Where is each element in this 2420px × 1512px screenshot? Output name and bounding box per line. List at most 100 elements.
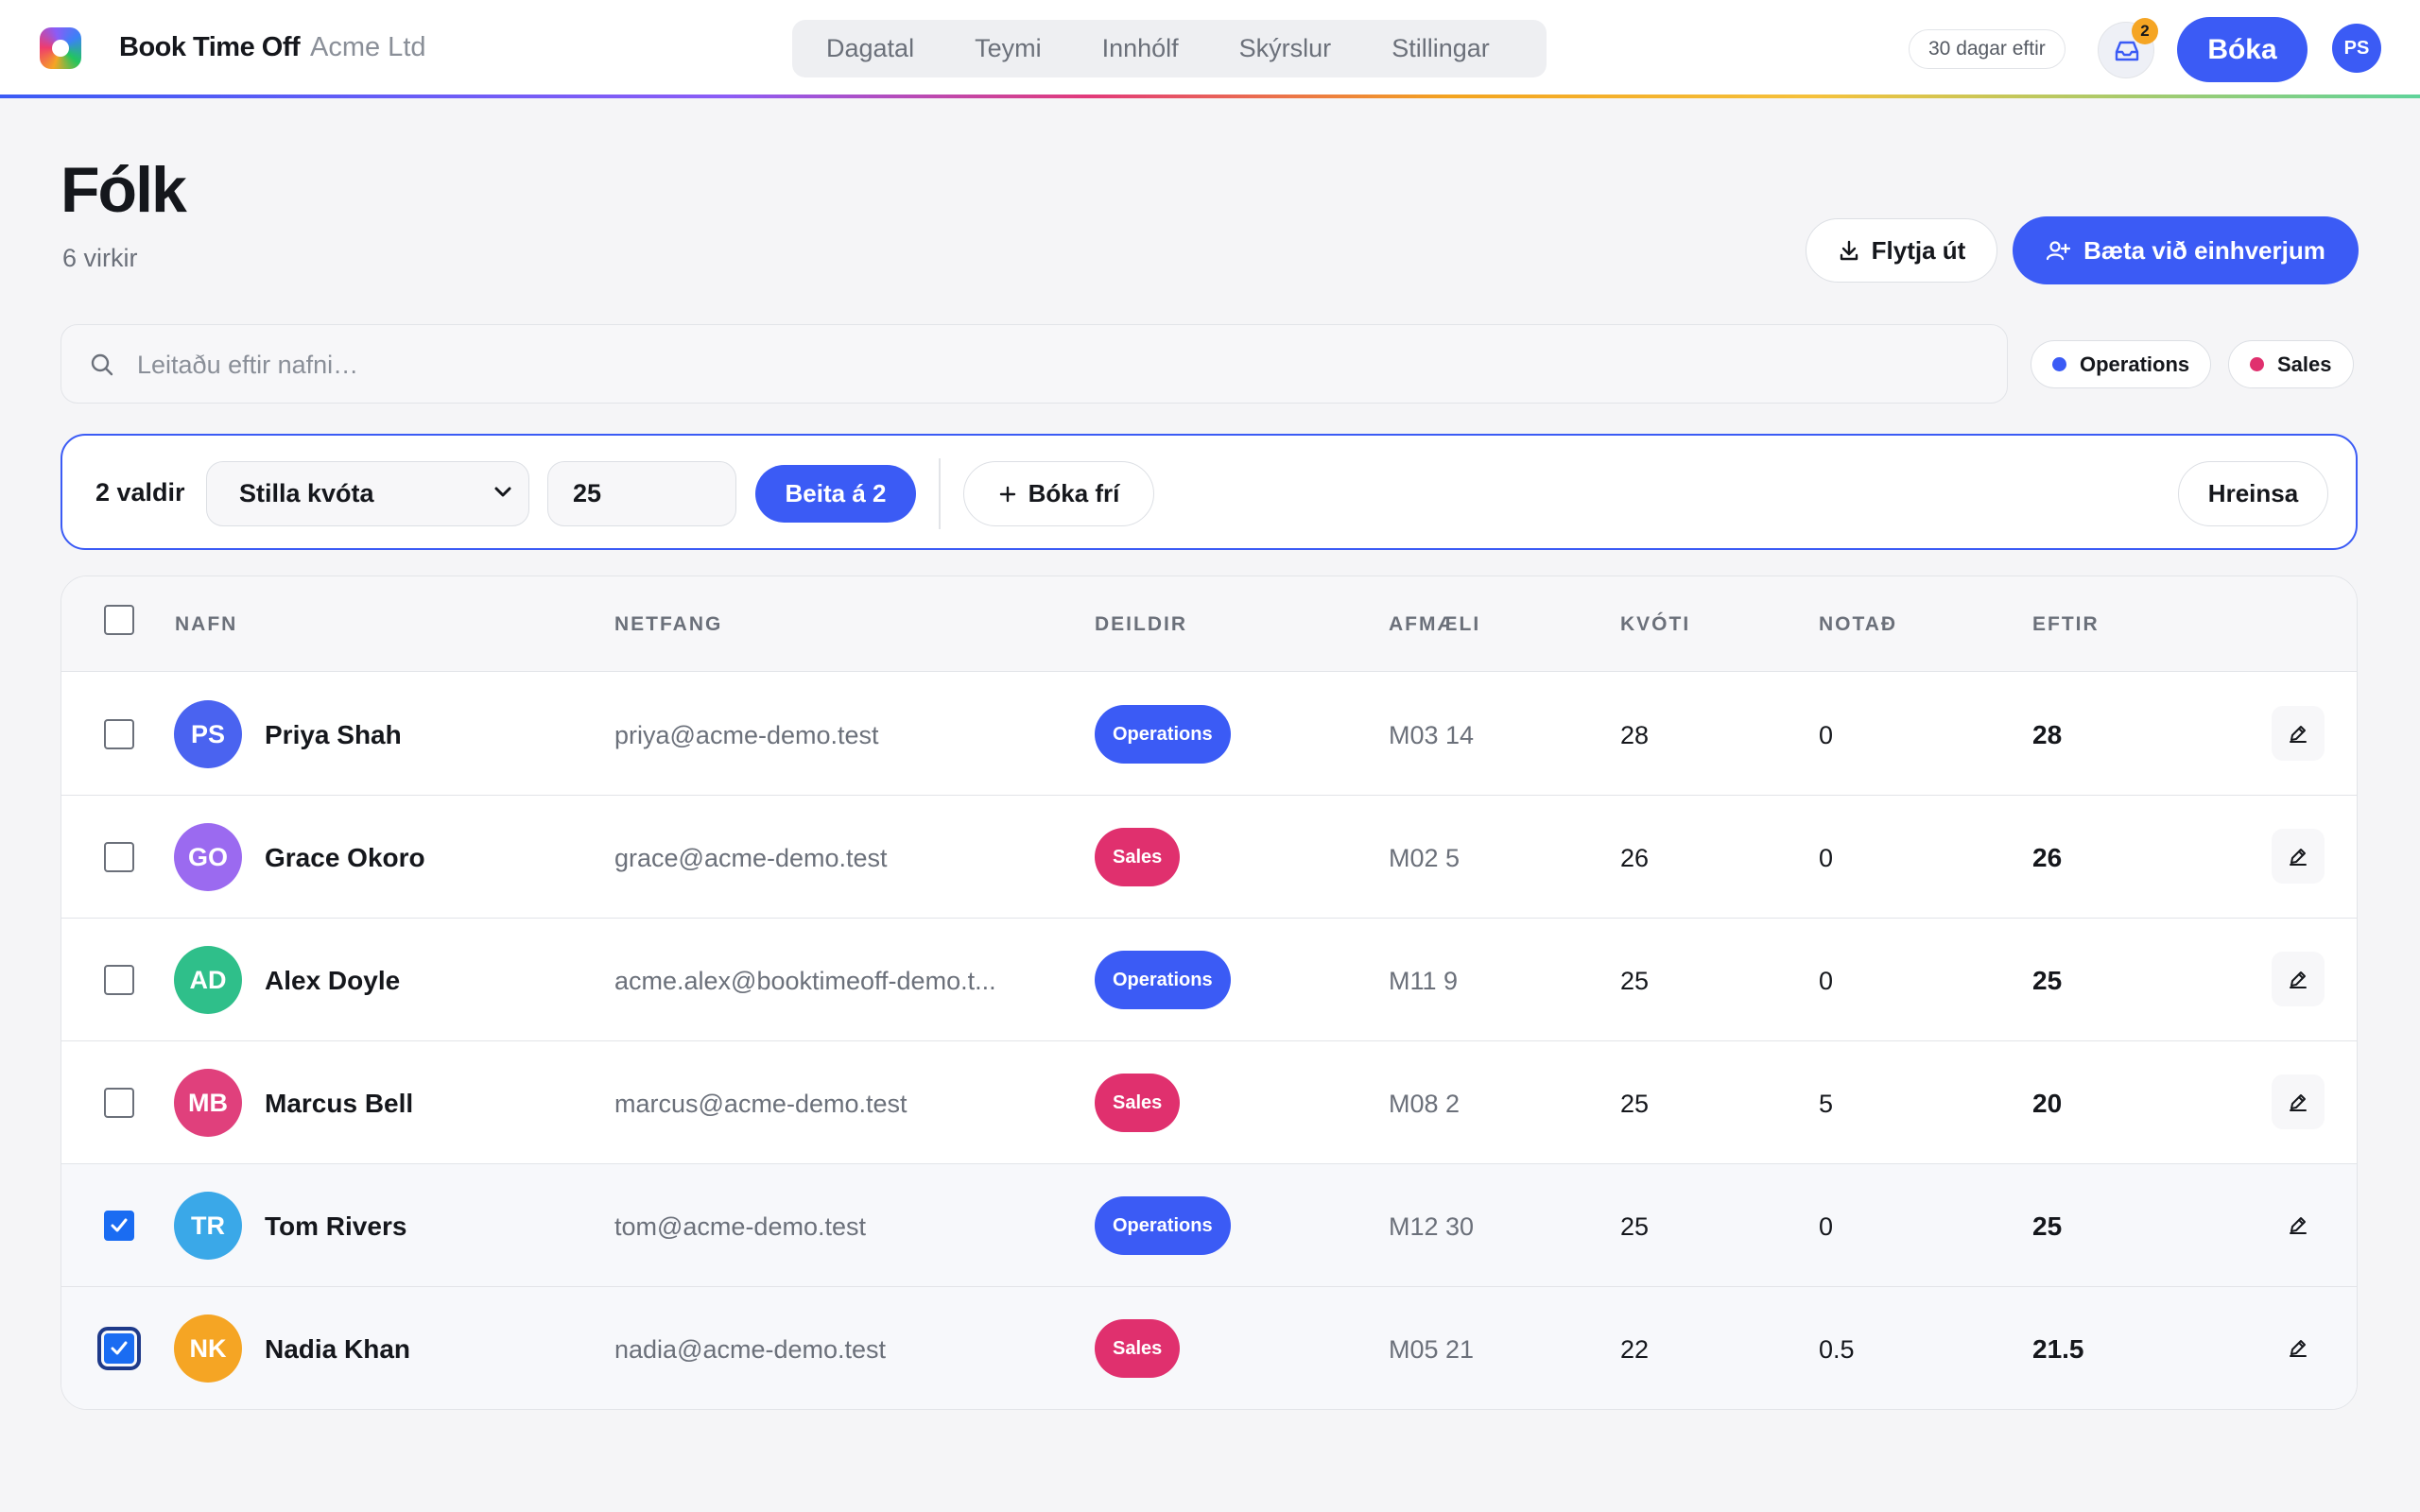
- column-header-email[interactable]: NETFANG: [614, 613, 723, 635]
- table-row[interactable]: PS Priya Shah priya@acme-demo.test Operatio…: [61, 673, 2357, 796]
- sales-dot: [2250, 357, 2264, 371]
- person-email: acme.alex@booktimeoff-demo.t...: [614, 967, 996, 995]
- bulk-action-select[interactable]: Stilla kvóta: [206, 461, 529, 526]
- select-all-checkbox[interactable]: [104, 605, 134, 635]
- nav-calendar[interactable]: Dagatal: [826, 34, 915, 62]
- row-checkbox[interactable]: [104, 842, 134, 872]
- active-count: 6 virkir: [62, 244, 138, 272]
- birthday: M02 5: [1389, 844, 1461, 872]
- column-header-birthday[interactable]: AFMÆLI: [1389, 613, 1481, 635]
- nav-inbox[interactable]: Innhólf: [1101, 34, 1179, 62]
- remaining-value: 20: [2032, 1089, 2063, 1118]
- top-bar: Book Time Off Acme Ltd Dagatal Teymi Inn…: [0, 0, 2420, 98]
- table-row[interactable]: NK Nadia Khan nadia@acme-demo.test Sales M05…: [61, 1287, 2357, 1409]
- table-row[interactable]: AD Alex Doyle acme.alex@booktimeoff-demo.t…: [61, 919, 2357, 1041]
- quota-value: 28: [1620, 721, 1650, 749]
- column-header-department[interactable]: DEILDIR: [1095, 613, 1187, 635]
- chevron-down-icon: [494, 487, 511, 497]
- person-name[interactable]: Grace Okoro: [265, 843, 425, 872]
- avatar: NK: [174, 1314, 242, 1383]
- brand-name: Book Time Off: [119, 32, 301, 62]
- bulk-action-bar: 2 valdir Stilla kvóta 25 Beita á 2 Bóka …: [60, 434, 2358, 550]
- person-email: grace@acme-demo.test: [614, 844, 888, 872]
- remaining-value: 25: [2032, 1211, 2063, 1241]
- edit-button[interactable]: [2272, 1197, 2325, 1252]
- column-header-used[interactable]: NOTAÐ: [1819, 613, 1898, 635]
- row-checkbox[interactable]: [104, 965, 134, 995]
- row-checkbox[interactable]: [104, 719, 134, 749]
- apply-button[interactable]: Beita á 2: [755, 465, 916, 523]
- selected-count: 2 valdir: [95, 478, 185, 507]
- operations-dot: [2052, 357, 2066, 371]
- org-name: Acme Ltd: [310, 32, 426, 62]
- app-logo[interactable]: [40, 27, 81, 69]
- edit-button[interactable]: [2272, 706, 2325, 761]
- nav-teams[interactable]: Teymi: [975, 34, 1042, 62]
- used-value: 5: [1819, 1090, 1834, 1118]
- column-header-left[interactable]: EFTIR: [2032, 613, 2100, 635]
- department-badge: Operations: [1095, 951, 1231, 1009]
- clear-button[interactable]: Hreinsa: [2178, 461, 2328, 526]
- birthday: M12 30: [1389, 1212, 1475, 1241]
- user-avatar[interactable]: PS: [2332, 24, 2381, 73]
- pencil-icon: [2290, 1217, 2307, 1234]
- row-checkbox[interactable]: [104, 1088, 134, 1118]
- nav-settings[interactable]: Stillingar: [1392, 34, 1490, 62]
- person-name[interactable]: Nadia Khan: [265, 1334, 411, 1364]
- quota-value-input[interactable]: 25: [547, 461, 736, 526]
- department-badge: Operations: [1095, 1196, 1231, 1255]
- department-badge: Sales: [1095, 828, 1181, 886]
- used-value: 0: [1819, 1212, 1834, 1241]
- birthday: M08 2: [1389, 1090, 1461, 1118]
- inbox-icon: [2115, 41, 2139, 61]
- edit-button[interactable]: [2272, 1074, 2325, 1129]
- department-badge: Sales: [1095, 1074, 1181, 1132]
- person-name[interactable]: Tom Rivers: [265, 1211, 407, 1241]
- avatar: MB: [174, 1069, 242, 1137]
- used-value: 0: [1819, 967, 1834, 995]
- book-button[interactable]: Bóka: [2177, 17, 2308, 82]
- person-email: priya@acme-demo.test: [614, 721, 879, 749]
- column-header-name[interactable]: NAFN: [175, 613, 238, 635]
- search-icon: [91, 353, 113, 376]
- pencil-icon: [2290, 726, 2307, 743]
- person-name[interactable]: Marcus Bell: [265, 1089, 414, 1118]
- avatar: AD: [174, 946, 242, 1014]
- person-email: tom@acme-demo.test: [614, 1212, 866, 1241]
- nav-reports[interactable]: Skýrslur: [1238, 34, 1332, 62]
- used-value: 0: [1819, 844, 1834, 872]
- book-time-off-button[interactable]: Bóka frí: [963, 461, 1154, 526]
- pencil-icon: [2290, 1094, 2307, 1111]
- add-person-button[interactable]: Bæta við einhverjum: [2013, 216, 2359, 284]
- birthday: M11 9: [1389, 967, 1459, 995]
- export-button[interactable]: Flytja út: [1806, 218, 1997, 283]
- edit-button[interactable]: [2272, 952, 2325, 1006]
- used-value: 0.5: [1819, 1335, 1855, 1364]
- table-row[interactable]: MB Marcus Bell marcus@acme-demo.test Sales M…: [61, 1041, 2357, 1164]
- rainbow-divider: [0, 94, 2420, 98]
- user-plus-icon: [2047, 241, 2071, 261]
- filter-chip-label: Sales: [2277, 352, 2332, 376]
- edit-button[interactable]: [2272, 1320, 2325, 1375]
- table-row[interactable]: GO Grace Okoro grace@acme-demo.test Sales M0…: [61, 796, 2357, 919]
- table-row[interactable]: TR Tom Rivers tom@acme-demo.test Operations…: [61, 1164, 2357, 1287]
- filter-chip-operations[interactable]: Operations: [2031, 340, 2212, 388]
- person-name[interactable]: Alex Doyle: [265, 966, 401, 995]
- filter-chip-sales[interactable]: Sales: [2228, 340, 2354, 388]
- pencil-icon: [2290, 849, 2307, 866]
- edit-button[interactable]: [2272, 829, 2325, 884]
- quota-value: 26: [1620, 844, 1650, 872]
- search-input[interactable]: [137, 344, 1933, 386]
- column-header-quota[interactable]: KVÓTI: [1620, 613, 1691, 635]
- divider: [939, 458, 941, 529]
- pencil-icon: [2290, 971, 2307, 988]
- checkmark-icon: [111, 1218, 128, 1232]
- row-checkbox[interactable]: [104, 1211, 134, 1241]
- department-badge: Operations: [1095, 705, 1231, 764]
- remaining-value: 25: [2032, 966, 2063, 995]
- export-label: Flytja út: [1871, 235, 1966, 265]
- filter-chip-label: Operations: [2080, 352, 2190, 376]
- row-checkbox[interactable]: [97, 1327, 141, 1370]
- person-name[interactable]: Priya Shah: [265, 720, 402, 749]
- pencil-icon: [2290, 1340, 2307, 1357]
